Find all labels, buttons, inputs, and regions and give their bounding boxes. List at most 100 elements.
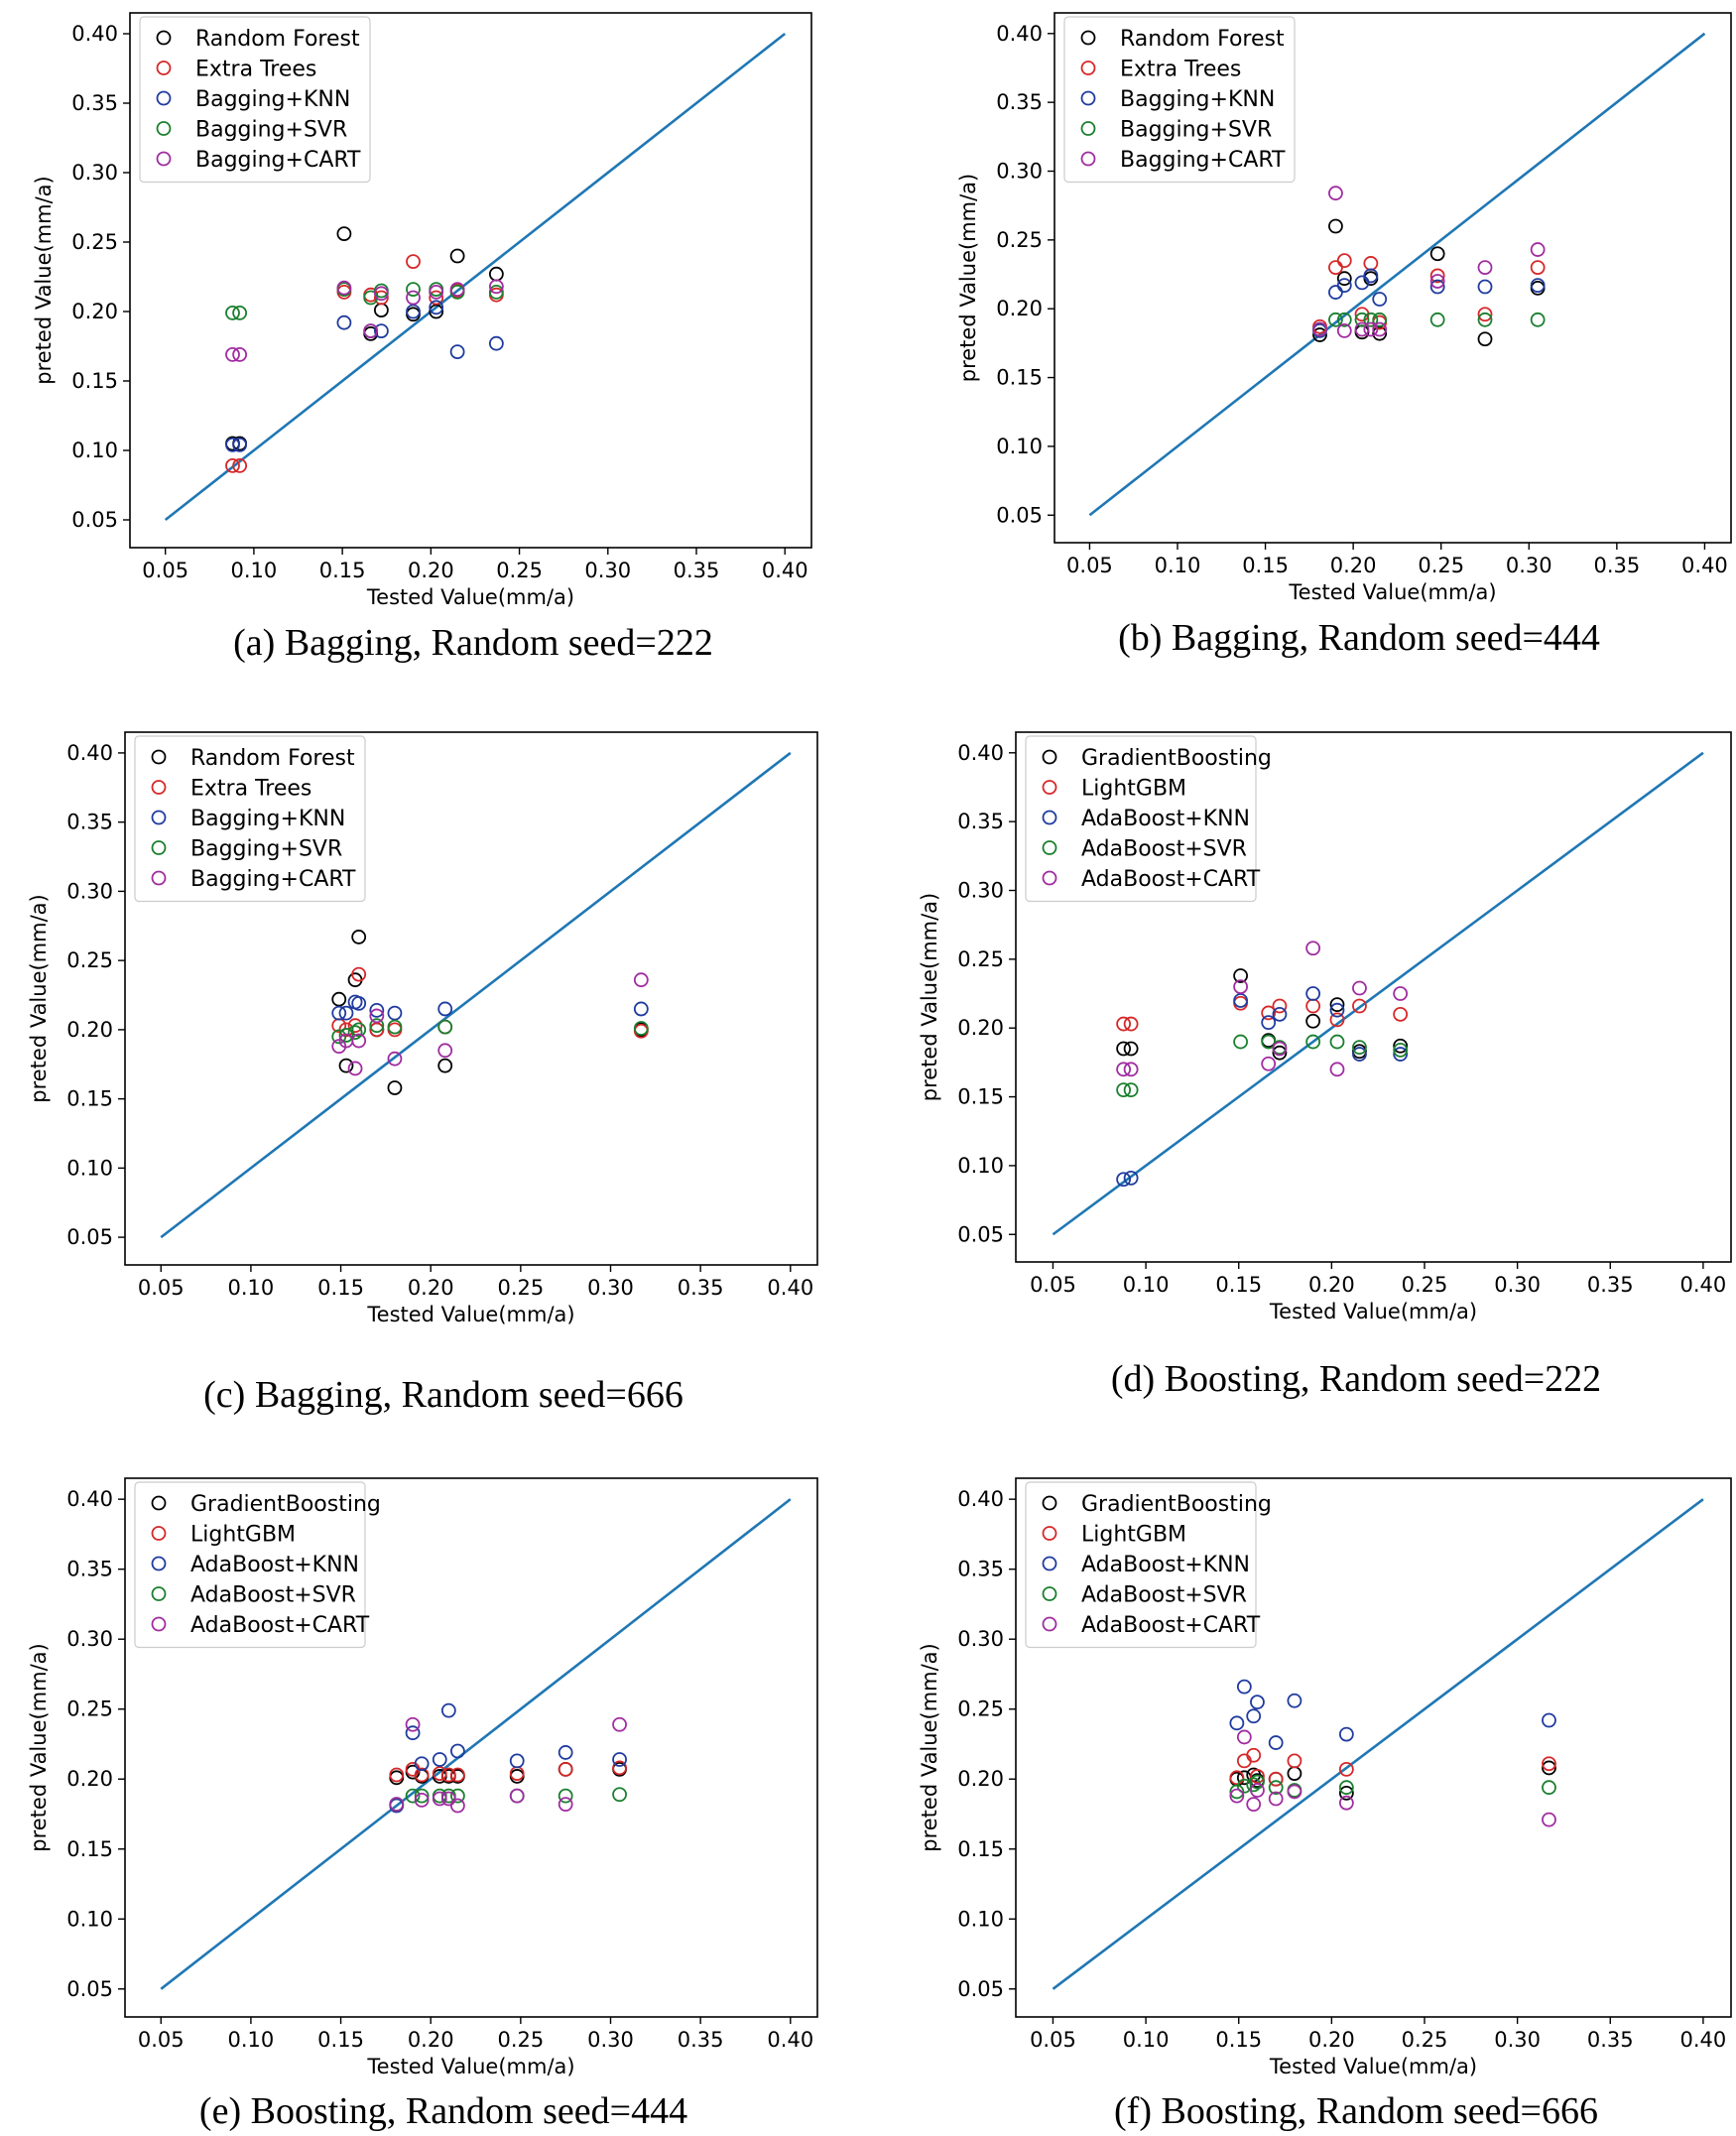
x-tick-label: 0.10 [1123, 2028, 1170, 2052]
x-tick-label: 0.25 [1402, 2028, 1448, 2052]
data-point [612, 1716, 627, 1732]
data-point [1338, 1726, 1354, 1742]
data-point [351, 1033, 367, 1049]
data-point [633, 972, 649, 988]
data-point [1123, 1016, 1139, 1032]
x-axis-title: Tested Value(mm/a) [1288, 580, 1496, 604]
data-point [1363, 268, 1379, 284]
data-point [347, 1018, 363, 1034]
data-point [450, 1798, 465, 1814]
plot-frame [124, 731, 818, 1266]
legend-entry: LightGBM [1081, 1523, 1186, 1548]
chart-panel-1: 0.05 0.10 0.15 0.20 0.25 0.30 0.35 0.40 0.05 0.10… [956, 12, 1732, 604]
data-point [1429, 274, 1445, 289]
data-point [1354, 312, 1370, 327]
reference-line [164, 32, 787, 522]
legend-marker [151, 749, 167, 765]
data-point [1328, 285, 1343, 300]
series-bagging-cart [1312, 186, 1546, 338]
reference-line [1088, 32, 1706, 517]
data-point [1287, 1784, 1302, 1800]
x-tick-label: 0.15 [317, 1276, 364, 1300]
data-point [338, 1058, 354, 1073]
data-point [558, 1745, 573, 1760]
data-point [331, 1005, 347, 1021]
data-point [437, 1058, 453, 1073]
data-point [1363, 312, 1379, 327]
x-axis-title: Tested Value(mm/a) [1269, 1300, 1477, 1323]
legend-marker [151, 1556, 167, 1571]
data-point [558, 1797, 573, 1813]
y-axis-title: preted Value(mm/a) [918, 893, 941, 1102]
legend-entry: Random Forest [195, 27, 360, 52]
legend-box [1025, 735, 1257, 903]
legend-marker [156, 61, 172, 75]
x-tick-label: 0.05 [1030, 1273, 1076, 1297]
data-point [373, 286, 389, 302]
y-tick-label: 0.25 [957, 1697, 1004, 1721]
y-tick-label: 0.20 [66, 1767, 113, 1791]
data-point [387, 1019, 403, 1035]
data-point [1116, 1016, 1132, 1032]
series-extra-trees [1312, 253, 1546, 334]
figure-caption: (b) Bagging, Random seed=444 [1118, 617, 1600, 659]
x-tick-label: 0.30 [587, 2028, 634, 2052]
legend-entry: Bagging+SVR [1120, 118, 1272, 143]
x-tick-label: 0.25 [1402, 1273, 1448, 1297]
y-tick-label: 0.40 [957, 741, 1004, 765]
legend-marker [1042, 1586, 1057, 1601]
y-tick-label: 0.10 [957, 1907, 1004, 1931]
data-point [1328, 186, 1343, 201]
data-point [1272, 1041, 1288, 1057]
data-point [351, 1022, 367, 1038]
data-point [1372, 312, 1388, 327]
data-point [1123, 1082, 1139, 1098]
data-point [440, 1702, 456, 1718]
data-point [1246, 1797, 1262, 1813]
x-tick-label: 0.25 [1418, 554, 1464, 577]
y-tick-label: 0.35 [957, 810, 1004, 833]
series-adaboost-svr [389, 1787, 627, 1813]
y-tick-label: 0.40 [66, 1487, 113, 1511]
data-point [387, 1051, 403, 1067]
data-point [558, 1761, 573, 1777]
y-tick-label: 0.30 [66, 879, 113, 903]
data-point [1372, 321, 1388, 337]
legend-marker [151, 1616, 167, 1632]
data-point [1393, 986, 1409, 1001]
y-tick-label: 0.30 [957, 879, 1004, 903]
x-tick-label: 0.35 [678, 2028, 724, 2052]
x-tick-label: 0.40 [1680, 2028, 1727, 2052]
legend-marker [1080, 121, 1096, 136]
legend-entry: Random Forest [190, 746, 355, 771]
data-point [414, 1756, 430, 1772]
data-point [414, 1792, 430, 1808]
legend-entry: GradientBoosting [1081, 1492, 1272, 1517]
data-point [612, 1760, 627, 1776]
data-point [331, 991, 347, 1007]
data-point [1338, 1795, 1354, 1811]
data-point [1272, 998, 1288, 1014]
legend-entry: AdaBoost+SVR [1081, 1583, 1247, 1608]
y-axis-title: preted Value(mm/a) [27, 1643, 51, 1852]
x-axis-title: Tested Value(mm/a) [366, 1303, 574, 1326]
data-point [369, 1022, 385, 1038]
legend-entry: AdaBoost+KNN [1081, 807, 1250, 831]
legend-entry: AdaBoost+KNN [1081, 1553, 1250, 1577]
data-point [1530, 278, 1546, 294]
data-point [1287, 1693, 1302, 1708]
legend-entry: Extra Trees [190, 777, 311, 802]
x-tick-label: 0.25 [497, 1276, 544, 1300]
figure-caption: (c) Bagging, Random seed=666 [203, 1374, 683, 1416]
legend-marker [151, 1495, 167, 1511]
legend-box [1025, 1481, 1257, 1649]
data-point [389, 1797, 405, 1813]
legend-box [139, 16, 371, 184]
data-point [1338, 1785, 1354, 1801]
data-point [1272, 1045, 1288, 1061]
data-point [351, 966, 367, 982]
data-point [1530, 242, 1546, 257]
legend-box [134, 1481, 366, 1649]
data-point [440, 1791, 456, 1807]
data-point [1372, 292, 1388, 307]
